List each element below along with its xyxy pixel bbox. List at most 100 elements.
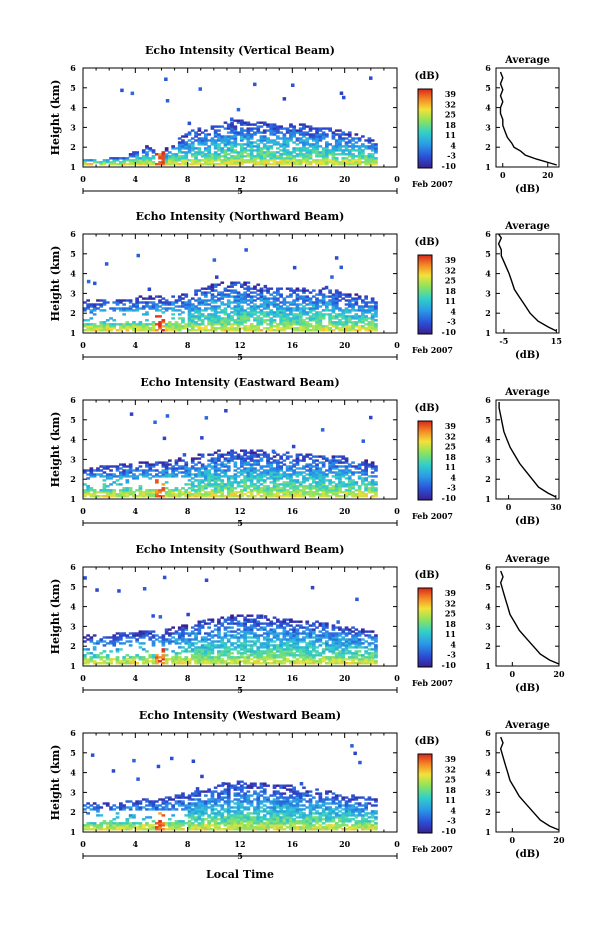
- heatmap-cell: [217, 163, 221, 166]
- heatmap-cell: [328, 471, 332, 474]
- heatmap-cell: [305, 660, 310, 663]
- heatmap-cell: [370, 149, 375, 152]
- heatmap-cell: [217, 311, 221, 314]
- heatmap-cell: [217, 485, 221, 488]
- heatmap-cell: [102, 640, 107, 643]
- heatmap-cell: [298, 297, 303, 300]
- heatmap-cell: [357, 646, 362, 649]
- heatmap-cell: [276, 293, 280, 296]
- heatmap-cell: [115, 493, 120, 496]
- heatmap-cell: [315, 477, 319, 480]
- heatmap-cell: [141, 475, 146, 478]
- heatmap-cell: [223, 636, 228, 639]
- heatmap-cell: [194, 469, 198, 472]
- heatmap-cell: [226, 157, 231, 160]
- heatmap-cell: [200, 301, 205, 304]
- heatmap-cell: [236, 650, 241, 653]
- heatmap-cell: [279, 313, 283, 316]
- heatmap-cell: [148, 636, 153, 639]
- heatmap-cell: [164, 161, 169, 164]
- heatmap-cell: [243, 648, 247, 651]
- heatmap-cell: [220, 291, 225, 294]
- heatmap-cell: [145, 660, 149, 663]
- heatmap-cell: [249, 159, 254, 162]
- heatmap-cell: [364, 315, 368, 318]
- heatmap-cell: [217, 618, 221, 621]
- heatmap-cell: [204, 325, 208, 328]
- heatmap-cell: [161, 656, 166, 659]
- heatmap-cell: [347, 159, 352, 162]
- heatmap-cell: [164, 473, 169, 476]
- heatmap-cell: [174, 329, 179, 332]
- heatmap-cell: [256, 658, 261, 661]
- heatmap-cell: [325, 648, 329, 651]
- heatmap-cell: [119, 471, 123, 474]
- heatmap-cell: [138, 658, 143, 661]
- heatmap-cell: [305, 465, 310, 468]
- x-tick-label: 8: [185, 673, 191, 683]
- heatmap-cell: [210, 313, 215, 316]
- heatmap-cell: [187, 644, 192, 647]
- heatmap-cell: [325, 147, 329, 150]
- heatmap-cell: [351, 491, 355, 494]
- heatmap-cell: [230, 622, 234, 625]
- heatmap-cell: [177, 660, 182, 663]
- heatmap-cell: [194, 646, 198, 649]
- heatmap-cell: [253, 644, 257, 647]
- heatmap-cell: [207, 145, 211, 148]
- heatmap-cell: [168, 329, 172, 332]
- heatmap-cell: [249, 299, 254, 302]
- heatmap-cell: [147, 287, 152, 291]
- heatmap-cell: [141, 323, 146, 326]
- heatmap-cell: [207, 479, 211, 482]
- heatmap-cell: [102, 485, 107, 488]
- heatmap-cell: [272, 662, 277, 665]
- heatmap-cell: [243, 467, 247, 470]
- heatmap-cell: [370, 654, 375, 657]
- heatmap-cell: [308, 652, 313, 655]
- heatmap-cell: [357, 157, 362, 160]
- heatmap-cell: [184, 491, 189, 494]
- heatmap-cell: [197, 630, 202, 633]
- heatmap-cell: [161, 483, 166, 486]
- heatmap-cell: [292, 493, 296, 496]
- heatmap-cell: [115, 301, 120, 304]
- heatmap-cell: [374, 634, 378, 637]
- heatmap-cell: [122, 660, 126, 663]
- heatmap-cell: [276, 660, 280, 663]
- heatmap-cell: [217, 299, 221, 302]
- heatmap-cell: [263, 615, 268, 619]
- heatmap-cell: [102, 323, 107, 326]
- heatmap-cell: [148, 495, 153, 498]
- heatmap-cell: [207, 642, 211, 645]
- heatmap-cell: [305, 493, 310, 496]
- heatmap-cell: [262, 644, 267, 647]
- heatmap-cell: [119, 477, 123, 480]
- heatmap-cell: [262, 646, 267, 649]
- heatmap-cell: [190, 327, 195, 330]
- heatmap-cell: [122, 161, 126, 164]
- heatmap-cell: [285, 319, 290, 322]
- heatmap-cell: [119, 157, 123, 160]
- heatmap-cell: [354, 632, 359, 635]
- heatmap-cell: [328, 463, 332, 466]
- heatmap-cell: [96, 327, 100, 330]
- heatmap-cell: [184, 642, 189, 645]
- heatmap-cell: [308, 491, 313, 494]
- heatmap-cell: [289, 131, 293, 134]
- heatmap-cell: [279, 642, 283, 645]
- heatmap-cell: [338, 135, 342, 138]
- heatmap-cell: [331, 644, 336, 647]
- heatmap-cell: [249, 297, 254, 300]
- heatmap-cell: [177, 157, 182, 160]
- heatmap-cell: [204, 135, 208, 138]
- heatmap-cell: [226, 295, 231, 298]
- heatmap-cell: [161, 301, 166, 304]
- heatmap-cell: [217, 632, 221, 635]
- y-tick-label: 5: [70, 582, 76, 592]
- heatmap-cell: [325, 307, 329, 310]
- heatmap-cell: [181, 626, 185, 629]
- heatmap-cell: [298, 159, 303, 162]
- heatmap-cell: [262, 662, 267, 665]
- heatmap-cell: [334, 161, 339, 164]
